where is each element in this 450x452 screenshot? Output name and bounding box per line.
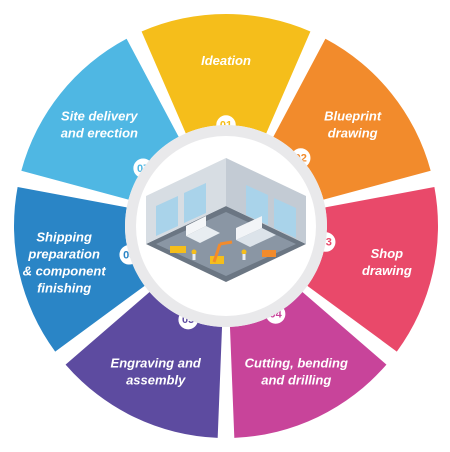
segment-label-line: Shipping (36, 229, 92, 244)
segment-label-line: Site delivery (61, 108, 138, 123)
segment-label-line: and erection (61, 125, 138, 140)
segment-label-line: Engraving and (111, 355, 202, 370)
segment-label-03: Shop drawing (362, 246, 412, 278)
factory-floor-icon (146, 158, 306, 282)
segment-label-line: and drilling (261, 372, 331, 387)
segment-label-line: preparation (27, 246, 100, 261)
segment-label-line: Blueprint (324, 108, 382, 123)
segment-06 (14, 186, 145, 352)
segment-label-line: Ideation (201, 53, 251, 68)
segment-label-05: Engraving and assembly (111, 355, 202, 387)
segment-04 (229, 292, 387, 438)
center-hub (125, 125, 327, 327)
segment-01 (141, 14, 311, 134)
segment-label-line: & component (23, 263, 107, 278)
segment-label-04: Cutting, bending and drilling (245, 355, 348, 387)
segment-label-line: drawing (328, 125, 378, 140)
segment-label-line: Shop (371, 246, 404, 261)
segment-label-01: Ideation (201, 53, 251, 68)
segment-label-06: Shipping preparation & component finishing (23, 229, 107, 295)
segment-label-line: Cutting, bending (245, 355, 348, 370)
segment-label-line: assembly (126, 372, 186, 387)
segment-label-07: Site delivery and erection (61, 108, 139, 140)
segment-03 (307, 186, 438, 352)
segment-label-02: Blueprint drawing (324, 108, 382, 140)
segment-label-line: drawing (362, 263, 412, 278)
segment-label-line: finishing (37, 280, 91, 295)
